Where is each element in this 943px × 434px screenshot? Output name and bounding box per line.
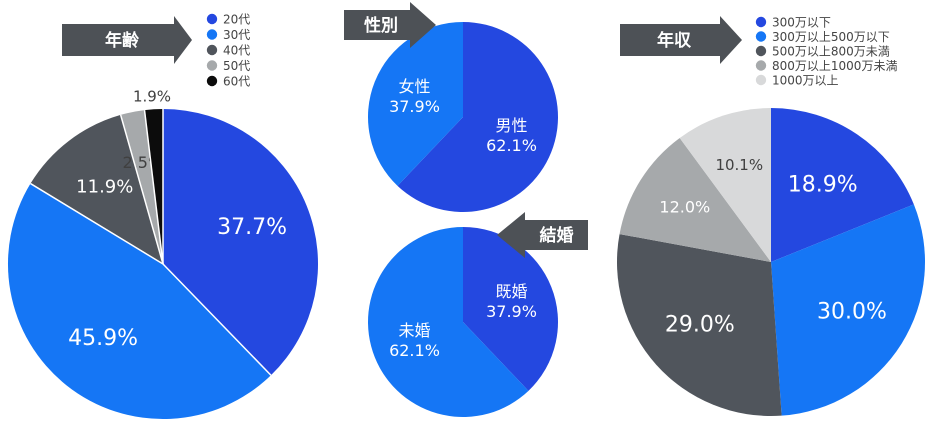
- legend-marker: [755, 45, 767, 57]
- pie-slice: [163, 109, 319, 376]
- slice-separator: [30, 182, 164, 265]
- pie-slice: [30, 114, 163, 265]
- legend-marker: [206, 29, 218, 40]
- data-label: 29.0%: [665, 313, 735, 338]
- data-label: 62.1%: [486, 136, 537, 155]
- legend-marker: [755, 16, 767, 28]
- data-label: 37.7%: [217, 215, 287, 240]
- title-arrow-shape: [344, 2, 436, 48]
- legend-marker: [206, 44, 218, 56]
- data-label: 37.9%: [389, 97, 440, 116]
- data-label: 1.9%: [133, 88, 171, 106]
- legend-entry: 500万以上800万未満: [772, 45, 890, 59]
- slice-category-label: 既婚: [496, 282, 528, 301]
- pie-slice: [617, 234, 782, 416]
- chart-title: 年齢: [105, 30, 140, 51]
- title-arrow-shape: [62, 16, 192, 64]
- legend-marker: [755, 74, 767, 86]
- pie-slice: [679, 108, 771, 262]
- chart-title: 結婚: [540, 225, 574, 246]
- data-label: 18.9%: [788, 172, 858, 197]
- legend-entry: 20代: [223, 13, 250, 27]
- legend-entry: 1000万以上: [772, 74, 839, 88]
- legend-entry: 50代: [223, 59, 250, 73]
- slice-separator: [119, 114, 164, 265]
- slice-category-label: 女性: [398, 77, 430, 96]
- pie-slice: [771, 204, 926, 416]
- pie-slice: [7, 183, 271, 420]
- legend-entry: 30代: [223, 28, 250, 42]
- title-arrow-shape: [497, 212, 588, 258]
- legend-entry: 300万以上500万以下: [772, 30, 890, 44]
- title-arrow-shape: [620, 16, 742, 64]
- legend-entry: 300万以下: [772, 16, 831, 30]
- slice-category-label: 男性: [496, 116, 528, 135]
- pie-slice: [463, 227, 559, 391]
- data-label: 11.9%: [76, 177, 133, 198]
- data-label: 12.0%: [659, 198, 710, 217]
- slice-separator: [143, 110, 164, 265]
- legend-entry: 800万以上1000万未満: [772, 59, 897, 73]
- slice-separator: [162, 263, 272, 376]
- legend-marker: [755, 31, 767, 42]
- pie-slice: [368, 227, 529, 418]
- chart-title-tag: 結婚: [497, 212, 588, 258]
- legend-entry: 60代: [223, 75, 250, 89]
- pie-slice: [619, 137, 771, 262]
- data-label: 45.9%: [68, 326, 138, 351]
- chart-title: 年収: [657, 30, 692, 51]
- legend-marker: [755, 60, 767, 71]
- data-label: 30.0%: [817, 300, 887, 325]
- data-label: 37.9%: [486, 302, 537, 321]
- legend-entry: 40代: [223, 44, 250, 58]
- chart-title-tag: 年齢: [62, 16, 192, 64]
- legend-marker: [206, 75, 218, 87]
- data-label: 10.1%: [715, 156, 763, 174]
- chart-title-tag: 年収: [620, 16, 742, 64]
- pie-slice: [367, 21, 463, 186]
- legend-marker: [206, 13, 218, 25]
- chart-title: 性別: [364, 15, 398, 36]
- legend-marker: [206, 60, 218, 71]
- pie-slice: [397, 22, 558, 212]
- pie-slice: [771, 108, 914, 262]
- data-label: 62.1%: [389, 341, 440, 360]
- slice-category-label: 未婚: [398, 321, 430, 340]
- chart-title-tag: 性別: [344, 2, 436, 48]
